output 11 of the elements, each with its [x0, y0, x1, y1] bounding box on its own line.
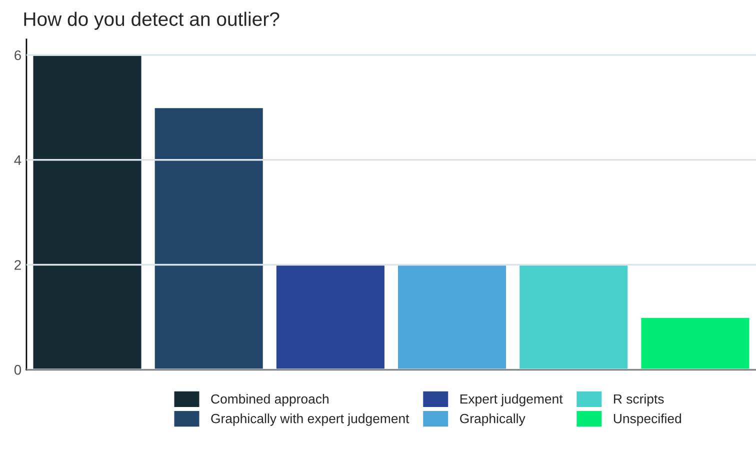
y-tick-label: 4: [14, 155, 22, 165]
legend-label: Unspecified: [614, 414, 682, 426]
y-tick-label: 2: [14, 260, 21, 270]
legend-label: Graphically with expert judgement: [211, 414, 410, 426]
y-tick-label: 6: [14, 50, 21, 60]
y-tick-label: 0: [14, 364, 22, 375]
legend-label: Expert judgement: [460, 394, 563, 406]
legend-label: R scripts: [614, 394, 664, 406]
chart-title: How do you detect an outlier?: [24, 12, 280, 30]
legend-label: Combined approach: [211, 394, 328, 406]
legend-label: Graphically: [460, 414, 526, 426]
